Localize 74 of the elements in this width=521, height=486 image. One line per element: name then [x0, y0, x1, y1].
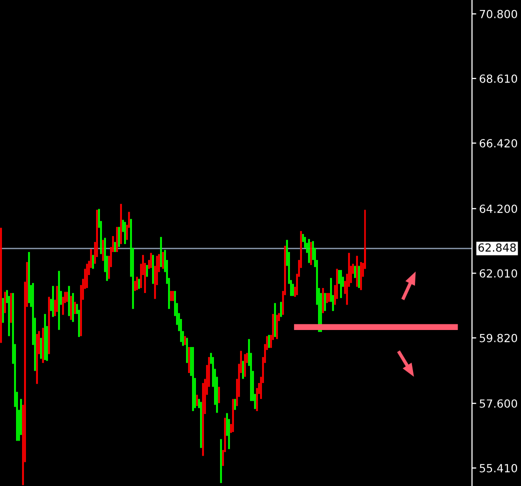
y-tick-label: 68.610 [480, 74, 518, 83]
candlestick [114, 242, 116, 252]
candlestick [220, 439, 222, 484]
candlestick [340, 270, 342, 298]
candlestick [172, 290, 174, 301]
candlestick [36, 334, 38, 384]
candlestick [138, 278, 140, 289]
candlestick [234, 398, 236, 410]
y-tick-label: 59.820 [480, 334, 518, 342]
candlestick [74, 302, 76, 314]
y-tick-label: 62.010 [480, 269, 518, 278]
candlestick [2, 298, 4, 323]
candlestick [280, 302, 282, 317]
candlestick [162, 252, 164, 269]
candlestick [186, 338, 188, 363]
candlestick [124, 222, 126, 244]
candlestick [328, 293, 330, 302]
candlestick [150, 252, 152, 268]
candlestick [102, 240, 104, 261]
candlestick [72, 293, 74, 322]
candlestick [116, 226, 118, 252]
candlestick [120, 204, 122, 244]
candlestick [48, 296, 50, 354]
candlestick [4, 292, 6, 314]
candlestick [92, 254, 94, 269]
candlestick [184, 336, 186, 345]
candlestick [118, 226, 120, 247]
candlestick [152, 254, 154, 284]
candlestick [86, 264, 88, 288]
candlestick [276, 314, 278, 340]
candlestick [310, 242, 312, 265]
y-tick-label: 70.800 [480, 10, 518, 18]
candlestick [360, 262, 362, 290]
y-tick-label: 64.200 [480, 204, 518, 213]
candlestick [58, 270, 60, 330]
candlestick [322, 288, 324, 314]
candlestick [66, 292, 68, 302]
candlestick [56, 286, 58, 312]
candlestick [160, 236, 162, 268]
candlestick [244, 354, 246, 377]
candlestick [40, 338, 42, 359]
y-tick-label: 66.420 [480, 139, 518, 148]
candlestick [68, 286, 70, 316]
candlestick [146, 264, 148, 277]
candlestick [70, 296, 72, 320]
candlestick [136, 276, 138, 290]
candlestick [10, 293, 12, 323]
ref-line-label: 62.848 [478, 243, 516, 252]
candlestick [218, 386, 220, 404]
candlestick [326, 293, 328, 304]
candlestick [188, 347, 190, 373]
candlestick [354, 266, 356, 278]
candlestick [292, 284, 294, 296]
candlestick [202, 383, 204, 456]
candlestick [170, 290, 172, 301]
candlestick [232, 398, 234, 432]
candlestick [200, 402, 202, 448]
candlestick [0, 228, 2, 343]
candlestick [44, 314, 46, 360]
candlestick [28, 252, 30, 304]
y-tick-label: 55.410 [480, 464, 518, 472]
candlestick [192, 347, 194, 412]
candlestick [196, 394, 198, 406]
y-tick-label: 57.600 [480, 399, 518, 408]
candlestick [324, 293, 326, 312]
candlestick [52, 286, 54, 317]
candlestick [134, 280, 136, 291]
candlestick [242, 360, 244, 379]
candlestick [358, 266, 360, 288]
candlestick [356, 256, 358, 287]
candlestick [274, 303, 276, 337]
candlestick [42, 328, 44, 363]
candlestick [308, 239, 310, 263]
candlestick [268, 334, 270, 348]
